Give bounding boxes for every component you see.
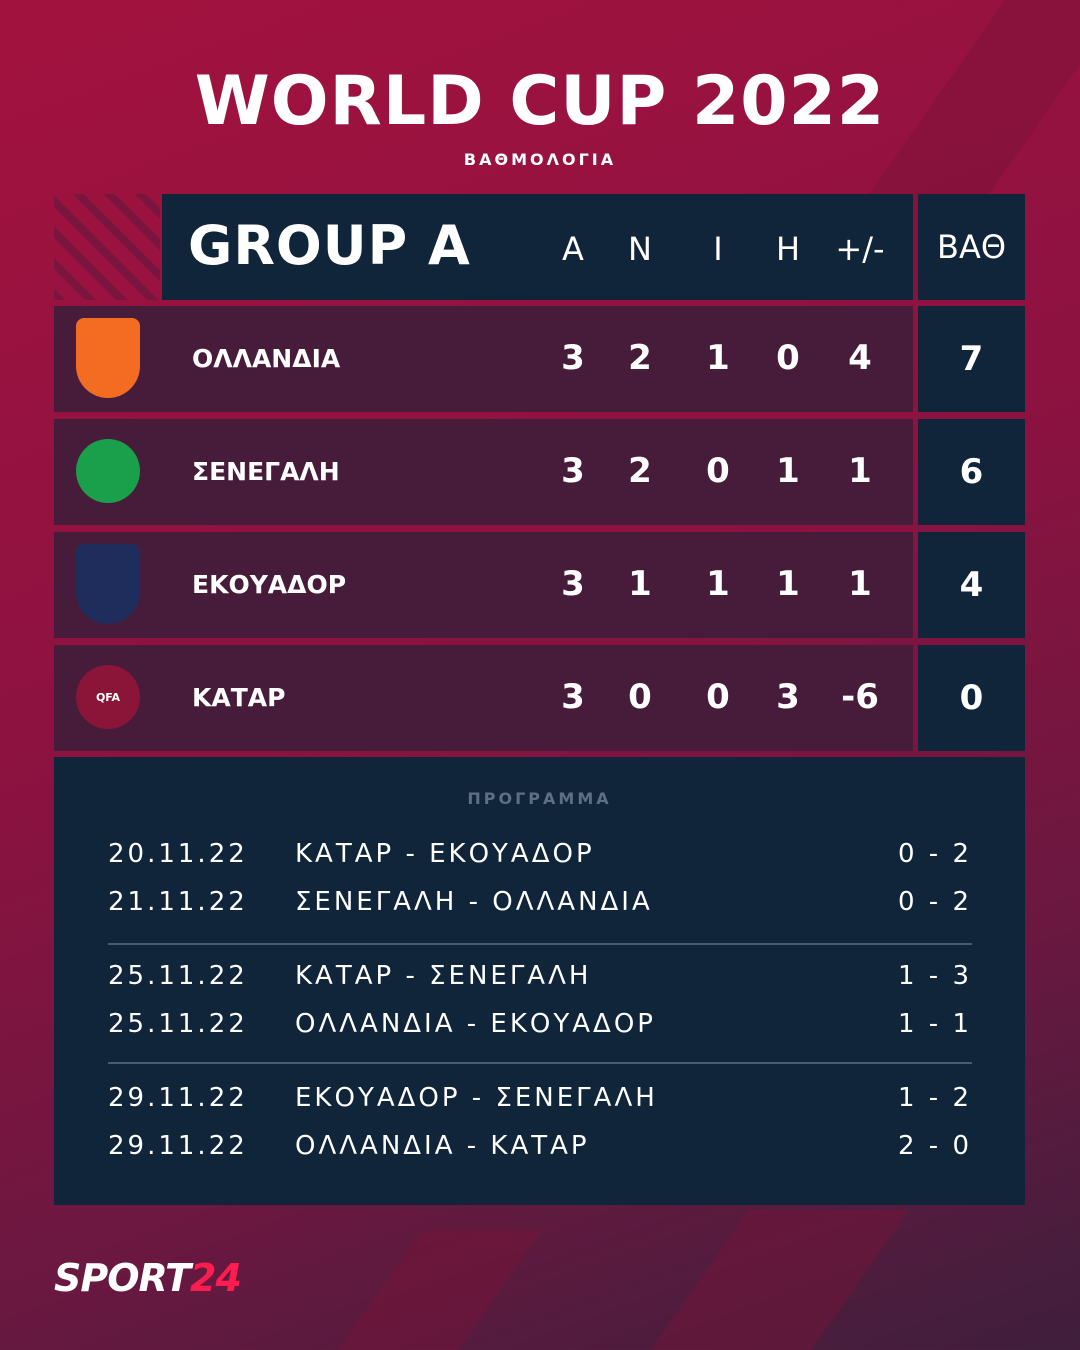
match-teams: ΚΑΤΑΡ - ΕΚΟΥΑΔΟΡ xyxy=(295,839,595,869)
team-points: 4 xyxy=(918,532,1025,638)
match-score: 2 - 0 xyxy=(898,1131,972,1161)
stat-drawn: 0 xyxy=(706,451,730,491)
match-item: 21.11.22 ΣΕΝΕΓΑΛΗ - ΟΛΛΑΝΔΙΑ 0 - 2 xyxy=(108,887,972,927)
col-drawn: Ι xyxy=(713,230,723,268)
match-teams: ΟΛΛΑΝΔΙΑ - ΕΚΟΥΑΔΟΡ xyxy=(295,1009,656,1039)
logo-number: 24 xyxy=(190,1256,242,1300)
stat-won: 2 xyxy=(628,338,652,378)
stat-played: 3 xyxy=(561,338,585,378)
sport24-logo: SPORT24 xyxy=(54,1256,242,1300)
schedule-title: ΠΡΟΓΡΑΜΜΑ xyxy=(467,789,612,808)
stat-gd: 4 xyxy=(848,338,872,378)
stat-played: 3 xyxy=(561,564,585,604)
stat-gd: -6 xyxy=(841,677,879,717)
page-subtitle: ΒΑΘΜΟΛΟΓΙΑ xyxy=(463,150,617,169)
match-score: 0 - 2 xyxy=(898,887,972,917)
stat-played: 3 xyxy=(561,677,585,717)
stat-gd: 1 xyxy=(848,451,872,491)
match-item: 29.11.22 ΟΛΛΑΝΔΙΑ - ΚΑΤΑΡ 2 - 0 xyxy=(108,1131,972,1171)
match-item: 25.11.22 ΚΑΤΑΡ - ΣΕΝΕΓΑΛΗ 1 - 3 xyxy=(108,961,972,1001)
stat-drawn: 1 xyxy=(706,564,730,604)
stat-won: 1 xyxy=(628,564,652,604)
background-stripe xyxy=(650,1210,910,1350)
team-points: 6 xyxy=(918,419,1025,525)
divider xyxy=(108,1062,972,1064)
match-item: 29.11.22 ΕΚΟΥΑΔΟΡ - ΣΕΝΕΓΑΛΗ 1 - 2 xyxy=(108,1083,972,1123)
page-title: WORLD CUP 2022 xyxy=(194,62,886,141)
stat-played: 3 xyxy=(561,451,585,491)
team-row: ΟΛΛΑΝΔΙΑ 3 2 1 0 4 xyxy=(54,306,913,412)
match-score: 1 - 1 xyxy=(898,1009,972,1039)
team-name: ΕΚΟΥΑΔΟΡ xyxy=(192,570,347,599)
team-crest-icon xyxy=(76,439,140,503)
team-name: ΟΛΛΑΝΔΙΑ xyxy=(192,344,341,373)
background-stripe xyxy=(337,1230,543,1350)
team-row: ΕΚΟΥΑΔΟΡ 3 1 1 1 1 xyxy=(54,532,913,638)
team-crest-icon xyxy=(76,318,140,398)
match-score: 1 - 2 xyxy=(898,1083,972,1113)
team-points: 0 xyxy=(918,645,1025,751)
col-won: Ν xyxy=(628,230,652,268)
match-date: 25.11.22 xyxy=(108,1009,248,1039)
stat-won: 0 xyxy=(628,677,652,717)
match-item: 25.11.22 ΟΛΛΑΝΔΙΑ - ΕΚΟΥΑΔΟΡ 1 - 1 xyxy=(108,1009,972,1049)
team-row: QFA ΚΑΤΑΡ 3 0 0 3 -6 xyxy=(54,645,913,751)
team-points: 7 xyxy=(918,306,1025,412)
zigzag-decoration xyxy=(54,194,160,300)
stat-gd: 1 xyxy=(848,564,872,604)
stat-lost: 3 xyxy=(776,677,800,717)
stat-lost: 0 xyxy=(776,338,800,378)
match-score: 0 - 2 xyxy=(898,839,972,869)
col-points: ΒΑΘ xyxy=(918,194,1025,300)
match-date: 25.11.22 xyxy=(108,961,248,991)
crest-text: QFA xyxy=(95,690,121,704)
match-score: 1 - 3 xyxy=(898,961,972,991)
match-teams: ΟΛΛΑΝΔΙΑ - ΚΑΤΑΡ xyxy=(295,1131,590,1161)
col-played: Α xyxy=(562,230,584,268)
stat-drawn: 0 xyxy=(706,677,730,717)
col-lost: Η xyxy=(775,230,801,268)
logo-word: SPORT xyxy=(54,1256,191,1300)
team-name: ΣΕΝΕΓΑΛΗ xyxy=(192,457,340,486)
match-teams: ΣΕΝΕΓΑΛΗ - ΟΛΛΑΝΔΙΑ xyxy=(295,887,653,917)
match-teams: ΚΑΤΑΡ - ΣΕΝΕΓΑΛΗ xyxy=(295,961,592,991)
table-header: GROUP A Α Ν Ι Η +/- xyxy=(162,194,913,300)
match-date: 29.11.22 xyxy=(108,1083,248,1113)
team-row: ΣΕΝΕΓΑΛΗ 3 2 0 1 1 xyxy=(54,419,913,525)
stat-won: 2 xyxy=(628,451,652,491)
stat-lost: 1 xyxy=(776,451,800,491)
match-date: 21.11.22 xyxy=(108,887,248,917)
match-date: 29.11.22 xyxy=(108,1131,248,1161)
match-teams: ΕΚΟΥΑΔΟΡ - ΣΕΝΕΓΑΛΗ xyxy=(295,1083,658,1113)
stat-lost: 1 xyxy=(776,564,800,604)
group-title: GROUP A xyxy=(188,214,471,277)
match-item: 20.11.22 ΚΑΤΑΡ - ΕΚΟΥΑΔΟΡ 0 - 2 xyxy=(108,839,972,879)
col-goal-diff: +/- xyxy=(835,230,885,268)
match-date: 20.11.22 xyxy=(108,839,248,869)
stat-drawn: 1 xyxy=(706,338,730,378)
team-crest-icon: QFA xyxy=(76,665,140,729)
team-crest-icon xyxy=(76,544,140,624)
team-name: ΚΑΤΑΡ xyxy=(192,683,286,712)
divider xyxy=(108,943,972,945)
